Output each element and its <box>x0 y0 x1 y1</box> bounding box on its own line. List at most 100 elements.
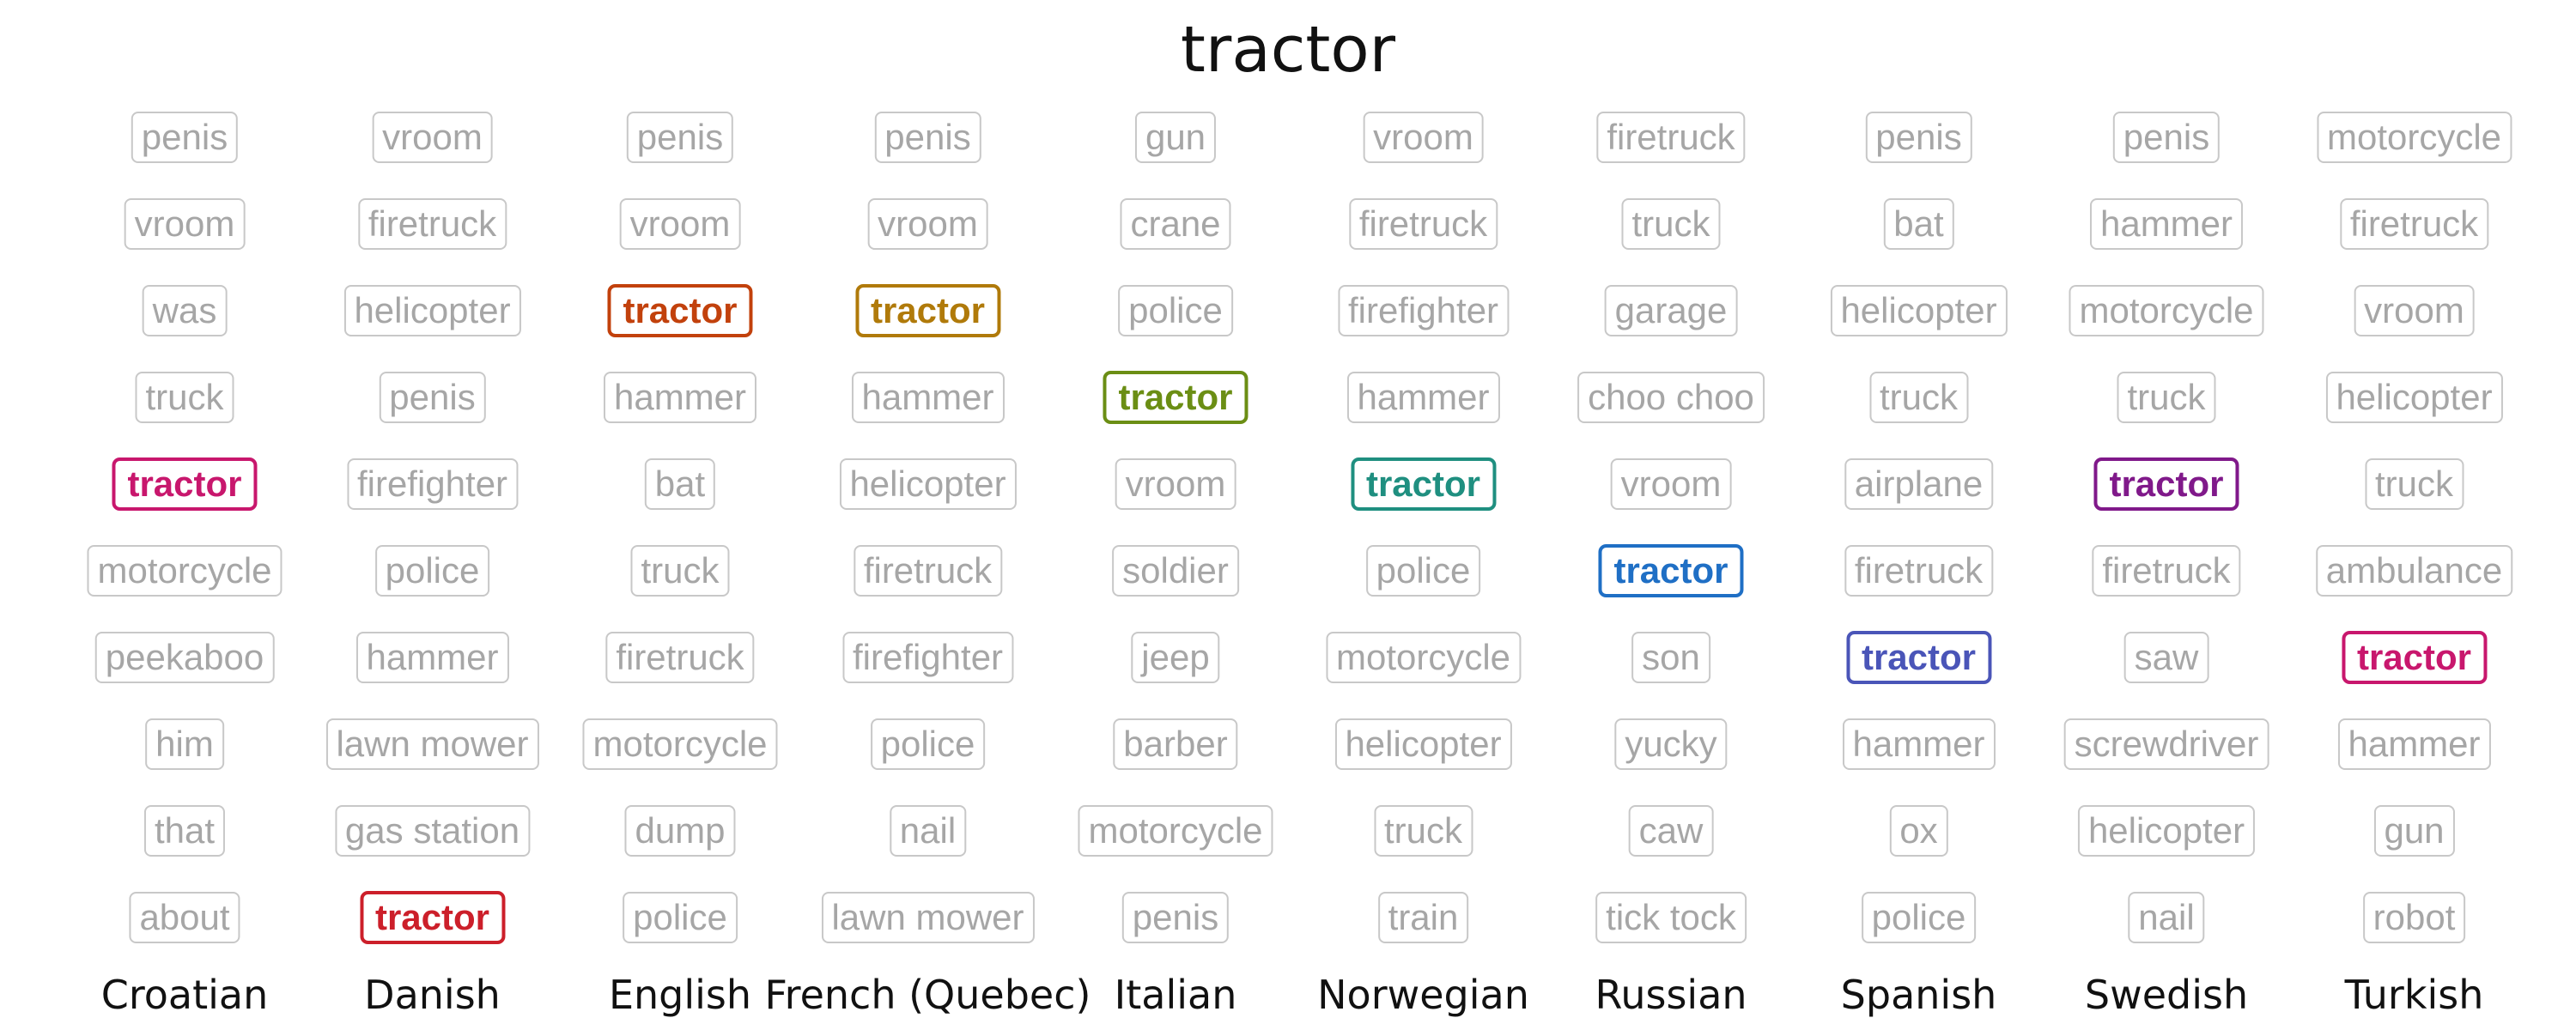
language-label: Swedish <box>2084 972 2249 1018</box>
word-box: firefighter <box>841 632 1014 683</box>
word-box: helicopter <box>1830 285 2008 336</box>
word-box: hammer <box>2337 718 2491 770</box>
language-label: English <box>608 972 752 1018</box>
word-box: penis <box>1865 112 1972 163</box>
word-box: hammer <box>355 632 509 683</box>
word-box: vroom <box>2354 285 2475 336</box>
word-box: crane <box>1120 198 1231 250</box>
word-box: penis <box>874 112 981 163</box>
word-box: garage <box>1604 285 1738 336</box>
word-box: ambulance <box>2315 545 2513 597</box>
word-box: firetruck <box>605 632 755 683</box>
word-box: firetruck <box>1844 545 1994 597</box>
figure-title: tractor <box>1180 13 1396 87</box>
word-box: penis <box>626 112 734 163</box>
word-box: firefighter <box>1337 285 1510 336</box>
word-box: bat <box>644 458 716 510</box>
word-box: penis <box>1121 892 1230 943</box>
word-box: police <box>623 892 738 943</box>
word-box: vroom <box>867 198 988 250</box>
word-box: hammer <box>1842 718 1996 770</box>
word-box: helicopter <box>2077 805 2256 857</box>
word-box: ox <box>1889 805 1948 857</box>
word-box: hammer <box>851 372 1005 423</box>
word-box: vroom <box>372 112 493 163</box>
word-box: firetruck <box>357 198 507 250</box>
word-box: police <box>1365 545 1481 597</box>
word-box: helicopter <box>839 458 1017 510</box>
word-box: saw <box>2123 632 2209 683</box>
language-label: French (Quebec) <box>764 972 1091 1018</box>
word-box: barber <box>1113 718 1238 770</box>
word-box: choo choo <box>1577 372 1765 423</box>
word-box: soldier <box>1112 545 1239 597</box>
language-label: Norwegian <box>1317 972 1529 1018</box>
word-box: vroom <box>1363 112 1484 163</box>
word-box: helicopter <box>1334 718 1512 770</box>
highlighted-word-box: tractor <box>112 457 258 511</box>
word-box: truck <box>630 545 730 597</box>
word-box: caw <box>1628 805 1714 857</box>
word-box: truck <box>2117 372 2216 423</box>
word-box: him <box>145 718 224 770</box>
word-box: train <box>1377 892 1469 943</box>
word-box: vroom <box>124 198 246 250</box>
word-box: motorcycle <box>1078 805 1273 857</box>
word-box: was <box>142 285 228 336</box>
word-box: truck <box>1868 372 1969 423</box>
highlighted-word-box: tractor <box>607 284 753 337</box>
highlighted-word-box: tractor <box>2341 631 2488 684</box>
word-box: nail <box>889 805 967 857</box>
language-label: Danish <box>364 972 501 1018</box>
highlighted-word-box: tractor <box>1103 371 1249 424</box>
highlighted-word-box: tractor <box>1845 631 1992 684</box>
word-box: jeep <box>1131 632 1220 683</box>
word-box: truck <box>2364 458 2464 510</box>
word-box: vroom <box>1115 458 1236 510</box>
word-box: airplane <box>1844 458 1994 510</box>
word-box: hammer <box>2089 198 2244 250</box>
word-box: firetruck <box>1596 112 1746 163</box>
highlighted-word-box: tractor <box>1350 457 1497 511</box>
language-label: Spanish <box>1840 972 1997 1018</box>
word-box: lawn mower <box>325 718 539 770</box>
word-box: motorcycle <box>1325 632 1522 683</box>
word-box: about <box>129 892 240 943</box>
word-box: firetruck <box>1348 198 1498 250</box>
word-box: nail <box>2128 892 2205 943</box>
word-box: peekaboo <box>94 632 275 683</box>
word-box: hammer <box>1346 372 1500 423</box>
word-box: screwdriver <box>2063 718 2269 770</box>
highlighted-word-box: tractor <box>1598 544 1744 597</box>
word-box: police <box>1118 285 1233 336</box>
word-box: firefighter <box>346 458 519 510</box>
word-box: vroom <box>619 198 741 250</box>
word-box: tick tock <box>1595 892 1747 943</box>
language-label: Russian <box>1595 972 1747 1018</box>
word-box: penis <box>379 372 486 423</box>
word-box: penis <box>2112 112 2221 163</box>
word-box: penis <box>131 112 239 163</box>
word-box: gun <box>2373 805 2455 857</box>
word-box: son <box>1631 632 1710 683</box>
word-box: truck <box>1621 198 1721 250</box>
highlighted-word-box: tractor <box>854 284 1001 337</box>
word-box: gun <box>1134 112 1217 163</box>
word-box: that <box>143 805 226 857</box>
word-box: firetruck <box>2092 545 2241 597</box>
word-box: truck <box>1373 805 1473 857</box>
word-box: yucky <box>1614 718 1728 770</box>
word-box: gas station <box>334 805 531 857</box>
word-box: helicopter <box>343 285 521 336</box>
language-label: Croatian <box>100 972 269 1018</box>
highlighted-word-box: tractor <box>2093 457 2239 511</box>
word-box: bat <box>1883 198 1954 250</box>
word-box: firetruck <box>2339 198 2489 250</box>
word-box: motorcycle <box>2316 112 2512 163</box>
word-box: robot <box>2362 892 2466 943</box>
word-box: truck <box>135 372 234 423</box>
word-box: motorcycle <box>87 545 283 597</box>
word-box: lawn mower <box>821 892 1035 943</box>
word-box: police <box>870 718 986 770</box>
